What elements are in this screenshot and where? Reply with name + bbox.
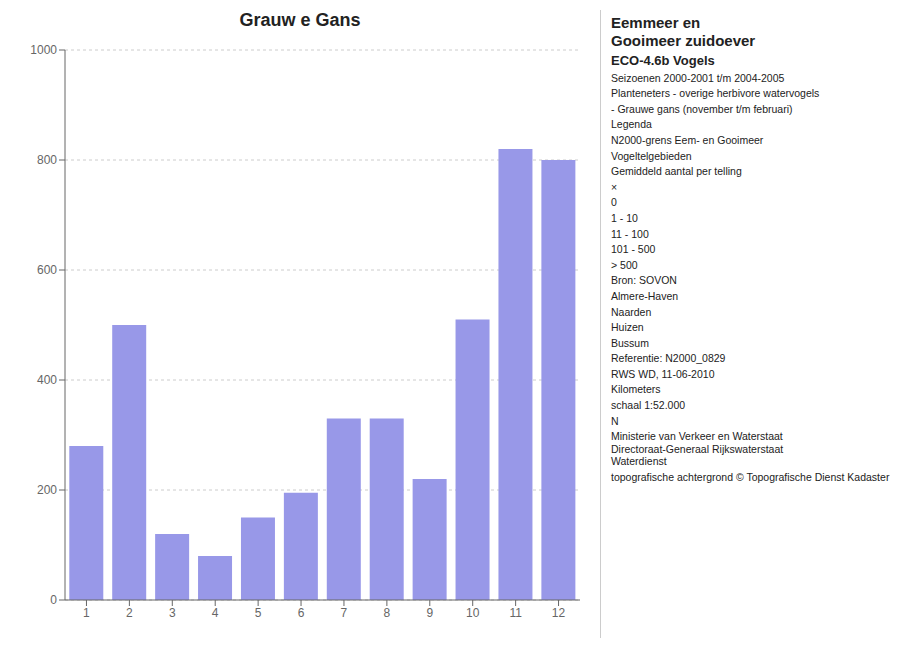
html-text:N2000-grens Eem- en Gooimeer: N2000-grens Eem- en Gooimeer	[611, 134, 764, 146]
svg-text:3: 3	[169, 606, 176, 620]
html-text:Ministerie van Verkeer en Wate: Ministerie van Verkeer en Waterstaat Dir…	[611, 430, 784, 468]
svg-text:600: 600	[37, 263, 57, 277]
html-text:Referentie: N2000_0829: Referentie: N2000_0829	[611, 352, 726, 365]
svg-text:200: 200	[37, 483, 57, 497]
html-text:Kilometers: Kilometers	[611, 383, 661, 396]
html-text:Bussum: Bussum	[611, 336, 649, 349]
svg-text:0: 0	[50, 593, 57, 607]
html-text:Huizen: Huizen	[611, 321, 644, 334]
html-text:Naarden: Naarden	[611, 305, 652, 318]
html-text:topografische achtergrond © To: topografische achtergrond © Topografisch…	[611, 471, 890, 483]
html-text:RWS WD, 11-06-2010: RWS WD, 11-06-2010	[611, 367, 715, 380]
svg-text:1: 1	[83, 606, 90, 620]
html-text:schaal 1:52.000: schaal 1:52.000	[611, 399, 686, 412]
svg-text:5: 5	[255, 606, 262, 620]
svg-text:9: 9	[426, 606, 433, 620]
html-text:Bron: SOVON: Bron: SOVON	[611, 274, 677, 287]
svg-text:10: 10	[466, 606, 480, 620]
html-text:> 500: > 500	[611, 258, 638, 271]
html-text:0: 0	[611, 196, 617, 209]
svg-text:4: 4	[212, 606, 219, 620]
html-text:N: N	[611, 414, 619, 427]
html-text:Vogeltelgebieden: Vogeltelgebieden	[611, 149, 692, 162]
html-text:Seizoenen 2000-2001 t/m 2004-2: Seizoenen 2000-2001 t/m 2004-2005	[611, 71, 785, 84]
html-text:ECO-4.6b Vogels: ECO-4.6b Vogels	[611, 53, 715, 68]
html-text:Legenda: Legenda	[611, 118, 652, 131]
svg-text:800: 800	[37, 153, 57, 167]
html-text:101 - 500: 101 - 500	[611, 243, 656, 256]
svg-text:1000: 1000	[30, 43, 57, 57]
html-text:1 - 10: 1 - 10	[611, 211, 638, 224]
svg-text:8: 8	[384, 606, 391, 620]
svg-text:400: 400	[37, 373, 57, 387]
html-text:Grauw e Gans: Grauw e Gans	[239, 10, 361, 30]
svg-text:6: 6	[298, 606, 305, 620]
html-text:- Grauwe gans (november t/m fe: - Grauwe gans (november t/m februari)	[611, 102, 793, 115]
svg-text:2: 2	[126, 606, 133, 620]
html-text:Gemiddeld aantal per telling: Gemiddeld aantal per telling	[611, 165, 742, 178]
svg-text:11: 11	[509, 606, 522, 620]
html-text:Planteneters - overige herbivo: Planteneters - overige herbivore watervo…	[611, 87, 820, 100]
html-text:Almere-Haven: Almere-Haven	[611, 289, 679, 302]
html-text:Eemmeer en Gooimeer zuidoever: Eemmeer en Gooimeer zuidoever	[611, 14, 756, 49]
svg-text:12: 12	[552, 606, 566, 620]
svg-text:7: 7	[341, 606, 348, 620]
html-text:11 - 100: 11 - 100	[611, 227, 649, 240]
